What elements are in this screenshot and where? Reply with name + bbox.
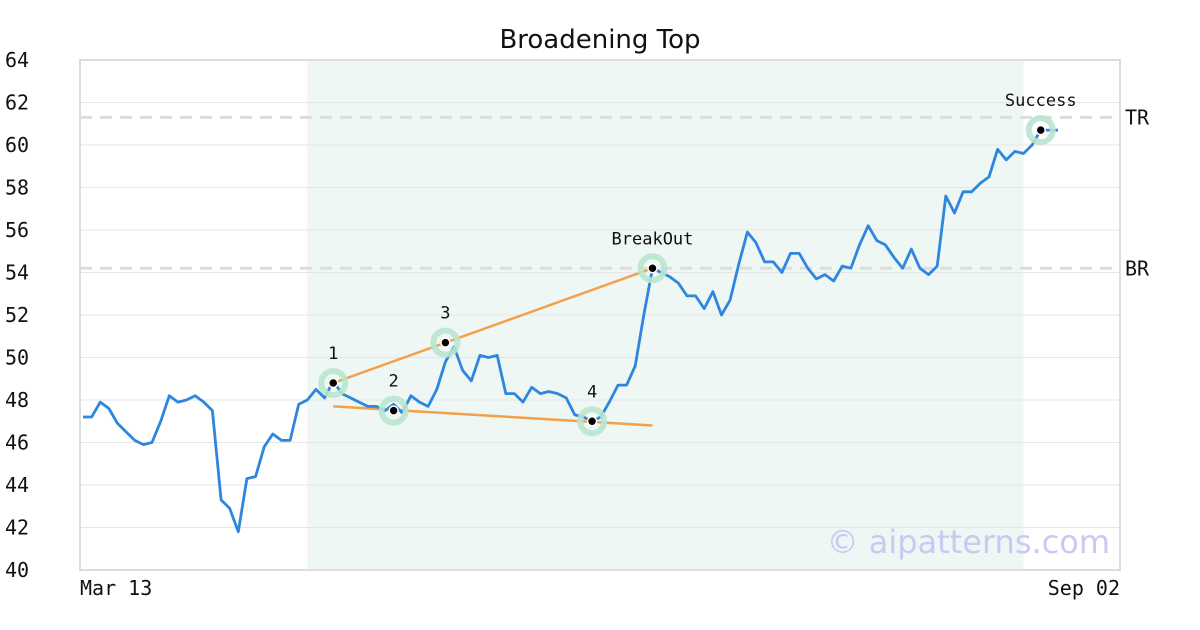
watermark: © aipatterns.com xyxy=(827,523,1110,561)
point-marker xyxy=(586,416,598,427)
y-tick-label: 52 xyxy=(5,303,29,327)
level-label: BR xyxy=(1125,256,1150,280)
point-label: 4 xyxy=(587,382,597,402)
x-tick-label: Sep 02 xyxy=(1048,576,1120,600)
y-tick-label: 54 xyxy=(5,261,29,285)
level-label: TR xyxy=(1125,105,1150,129)
point-ring xyxy=(318,368,349,398)
y-tick-label: 58 xyxy=(5,176,29,200)
point-ring xyxy=(577,406,608,437)
y-tick-label: 40 xyxy=(5,558,29,582)
point-ring xyxy=(378,395,409,426)
grid xyxy=(80,59,1120,571)
point-ring xyxy=(637,253,668,284)
y-tick-label: 62 xyxy=(5,91,29,115)
point-label: 3 xyxy=(440,304,450,324)
y-tick-label: 56 xyxy=(5,218,29,242)
y-tick-label: 60 xyxy=(5,133,29,157)
point-label: BreakOut xyxy=(612,229,694,249)
point-marker xyxy=(388,405,399,416)
level-lines: TR BR xyxy=(80,105,1150,280)
y-tick-label: 46 xyxy=(5,431,29,455)
y-tick-label: 50 xyxy=(5,346,29,370)
point-ring xyxy=(1025,115,1056,146)
price-line xyxy=(83,128,1058,534)
point-marker xyxy=(327,377,339,389)
y-tick-label: 44 xyxy=(5,473,29,497)
pattern-points: 1 2 3 4 BreakOut Success xyxy=(318,91,1077,437)
x-tick-label: Mar 13 xyxy=(80,576,152,600)
chart-title: Broadening Top xyxy=(499,25,700,55)
point-label: 2 xyxy=(388,372,398,392)
point-marker xyxy=(1035,124,1046,136)
point-marker xyxy=(440,337,451,348)
x-axis-ticks: Mar 13 Sep 02 xyxy=(80,576,1120,600)
point-marker xyxy=(647,263,658,274)
point-label: Success xyxy=(1005,91,1077,111)
pattern-trend-line xyxy=(332,267,653,385)
y-tick-label: 64 xyxy=(5,48,29,72)
y-tick-label: 42 xyxy=(5,516,29,540)
plot-frame xyxy=(79,59,1121,571)
point-label: 1 xyxy=(328,344,338,364)
y-axis-ticks: 40 42 44 46 48 50 52 54 56 58 60 62 64 xyxy=(5,48,29,582)
point-ring xyxy=(430,327,461,358)
y-tick-label: 48 xyxy=(5,388,29,412)
price-series xyxy=(83,128,1058,534)
